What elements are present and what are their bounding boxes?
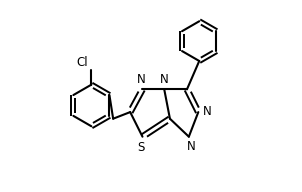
Text: Cl: Cl [76,55,88,69]
Text: N: N [202,105,211,118]
Text: N: N [187,140,196,153]
Text: S: S [137,141,144,154]
Text: N: N [137,73,146,86]
Text: N: N [160,73,169,86]
